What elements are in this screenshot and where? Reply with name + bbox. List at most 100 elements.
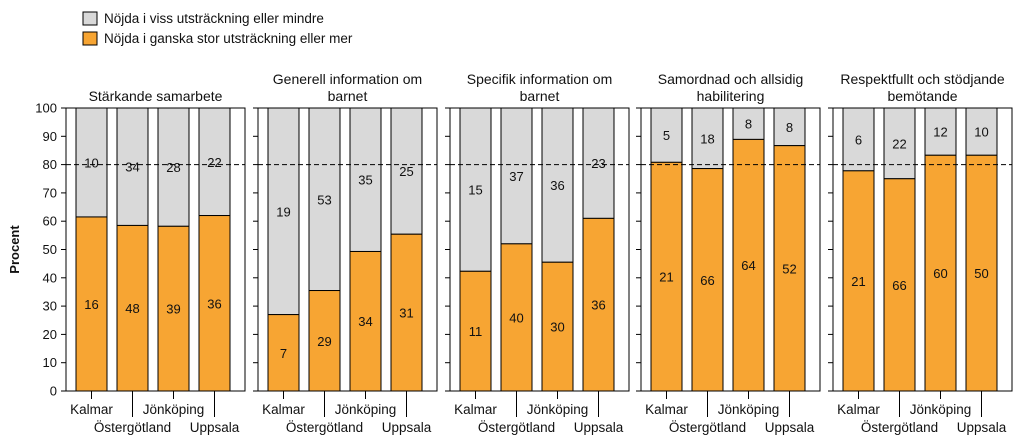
bar-upper-segment [459,107,492,272]
bar-upper-label: 6 [855,132,862,147]
bar-lower-segment [773,145,806,392]
y-tick-label: 60 [43,214,57,229]
bar-lower-label: 48 [125,301,139,316]
bar-lower-label: 29 [317,334,331,349]
x-category-label: Jönköping [910,402,972,417]
legend-label: Nöjda i ganska stor utsträckning eller m… [104,31,353,46]
bar-upper-segment [732,107,765,140]
bar-lower-label: 36 [207,296,221,311]
x-category-label: Kalmar [70,402,113,417]
x-category-label: Östergötland [478,420,555,435]
x-category-label: Östergötland [669,420,746,435]
y-tick-label: 100 [35,101,57,116]
panel-title: Stärkande samarbete [89,88,223,104]
bar-lower-label: 66 [700,273,714,288]
x-category-label: Uppsala [190,420,240,435]
bar-lower-segment [116,224,149,392]
bar-upper-segment [75,107,108,218]
panel-title: habilitering [697,88,765,104]
y-axis-label: Procent [7,225,22,274]
bar-lower-segment [157,225,190,392]
x-category-label: Kalmar [645,402,688,417]
y-tick-label: 0 [50,384,57,399]
bar-lower-label: 52 [782,261,796,276]
bar-lower-label: 66 [892,278,906,293]
bar-upper-segment [924,107,957,156]
y-tick-label: 40 [43,270,57,285]
bar-upper-label: 19 [276,204,290,219]
bar-lower-label: 39 [166,302,180,317]
bar-upper-label: 36 [550,178,564,193]
bar-upper-label: 18 [700,131,714,146]
panel-title: bemötande [887,88,957,104]
x-category-label: Jönköping [718,402,780,417]
bar-upper-segment [773,107,806,147]
panel-title: barnet [520,88,560,104]
bar-upper-segment [116,107,149,226]
bar-lower-segment [500,243,533,392]
x-category-label: Östergötland [861,420,938,435]
bar-lower-label: 11 [469,324,483,339]
bar-lower-label: 34 [358,314,372,329]
y-tick-label: 80 [43,157,57,172]
x-category-label: Kalmar [262,402,305,417]
bar-lower-label: 7 [280,346,287,361]
bar-lower-segment [198,215,231,392]
panel-title: Respektfullt och stödjande [840,71,1004,87]
bar-lower-segment [924,154,957,392]
bar-lower-segment [308,290,341,392]
bar-lower-label: 21 [851,274,865,289]
bar-upper-segment [390,107,423,235]
bar-lower-segment [541,261,574,392]
bar-lower-segment [267,314,300,392]
bar-upper-segment [842,107,875,172]
bar-upper-segment [965,107,998,156]
x-category-label: Kalmar [454,402,497,417]
bar-upper-label: 34 [125,160,139,175]
bar-upper-segment [267,107,300,316]
bar-upper-label: 22 [207,155,221,170]
bar-lower-segment [732,138,765,392]
legend-swatch [82,11,98,26]
bar-lower-label: 30 [550,320,564,335]
bar-lower-segment [650,161,683,392]
y-tick-label: 70 [43,185,57,200]
y-tick-label: 20 [43,327,57,342]
bar-upper-segment [883,107,916,180]
bar-upper-label: 28 [166,160,180,175]
x-category-label: Uppsala [574,420,624,435]
x-category-label: Kalmar [837,402,880,417]
bar-upper-label: 35 [358,173,372,188]
x-category-label: Jönköping [335,402,397,417]
bar-upper-segment [349,107,382,252]
bar-upper-segment [691,107,724,170]
bar-upper-label: 25 [399,164,413,179]
bar-lower-label: 64 [741,258,755,273]
x-category-label: Jönköping [527,402,589,417]
bar-lower-segment [349,250,382,392]
bar-lower-label: 21 [659,270,673,285]
bar-upper-label: 10 [84,155,98,170]
bar-lower-label: 16 [84,297,98,312]
panel-title: barnet [328,88,368,104]
y-tick-label: 90 [43,129,57,144]
y-tick-label: 30 [43,299,57,314]
panel-title: Samordnad och allsidig [658,71,804,87]
panel-title: Specifik information om [467,71,613,87]
bar-lower-label: 50 [974,266,988,281]
legend-swatch [82,31,98,46]
bar-lower-label: 36 [591,298,605,313]
bar-lower-segment [842,170,875,392]
y-tick-label: 50 [43,242,57,257]
bar-upper-label: 23 [591,156,605,171]
bar-upper-segment [582,107,615,219]
x-category-label: Uppsala [957,420,1007,435]
bar-upper-label: 22 [892,136,906,151]
bar-upper-segment [541,107,574,263]
bar-lower-label: 31 [399,306,413,321]
bar-upper-segment [198,107,231,217]
x-category-label: Jönköping [143,402,205,417]
bar-lower-label: 40 [509,310,523,325]
bar-upper-label: 8 [745,117,752,132]
